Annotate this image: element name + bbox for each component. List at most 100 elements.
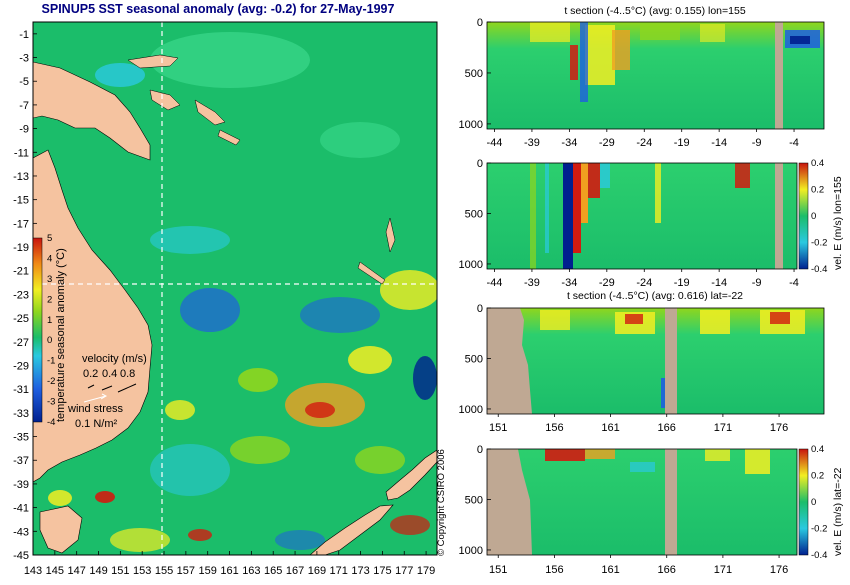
- panel4-colorbar-label: vel. E (m/s) lat=-22: [832, 467, 844, 556]
- colorbar-tick-label: 0: [47, 335, 52, 346]
- panel-colorbar-tick-label: 0.4: [811, 444, 824, 455]
- panel-x-tick-label: 156: [545, 422, 563, 434]
- anomaly-patch: [150, 32, 310, 88]
- anomaly-patch: [180, 288, 240, 332]
- anomaly-patch: [95, 491, 115, 503]
- map-lon-tick-label: 167: [286, 565, 304, 577]
- anomaly-patch: [355, 446, 405, 474]
- panel3-land: [665, 308, 677, 414]
- field-feature: [530, 22, 570, 42]
- colorbar-tick-label: 1: [47, 315, 52, 326]
- panel2-colorbar: [798, 162, 809, 270]
- velocity-legend-value-2: 0.4: [102, 368, 117, 380]
- field-feature: [585, 25, 615, 85]
- anomaly-patch: [238, 368, 278, 392]
- wind-legend-value: 0.1 N/m²: [75, 418, 118, 430]
- map-lon-tick-label: 173: [351, 565, 369, 577]
- land-island: [385, 217, 396, 253]
- panel4-x-ticks: 151 156 161 166 171 176: [489, 555, 788, 576]
- panel-x-tick-label: -19: [674, 137, 690, 149]
- panel-x-tick-label: 161: [601, 422, 619, 434]
- field-feature: [570, 45, 578, 80]
- map-lat-tick-label: -3: [19, 53, 29, 65]
- anomaly-patch: [275, 530, 325, 550]
- map-lon-tick-label: 171: [330, 565, 348, 577]
- anomaly-patch: [165, 400, 195, 420]
- panel-x-tick-label: -29: [599, 137, 615, 149]
- panel-x-tick-label: -14: [711, 137, 727, 149]
- field-feature: [640, 24, 680, 40]
- anomaly-patch: [150, 444, 230, 496]
- field-feature: [630, 462, 655, 472]
- map-lat-ticks: -1 -3 -5 -7 -9 -11 -13 -15 -17 -19 -21 -23 -25 -27 -29…: [13, 29, 37, 562]
- land-island: [194, 99, 226, 126]
- map-lon-tick-label: 143: [24, 565, 42, 577]
- panel-x-tick-label: -9: [752, 137, 762, 149]
- panel-y-tick-label: 1000: [459, 259, 483, 271]
- map-lon-ticks: 143 145 147 149 151 153 155 157 159 161 163 165 167 1…: [24, 551, 435, 577]
- anomaly-patch: [380, 270, 437, 310]
- land-tasmania: [39, 505, 83, 554]
- panel-y-tick-label: 500: [465, 353, 483, 365]
- field-feature: [545, 449, 585, 461]
- map-lon-tick-label: 177: [395, 565, 413, 577]
- map-lon-tick-label: 153: [133, 565, 151, 577]
- anomaly-patch: [413, 356, 437, 400]
- field-feature: [545, 163, 549, 253]
- panel4-colorbar-ticks: 0.4 0.2 0 -0.2 -0.4: [811, 444, 827, 561]
- map-lon-tick-label: 149: [89, 565, 107, 577]
- map-lat-tick-label: -43: [13, 526, 29, 538]
- field-feature: [580, 22, 588, 102]
- colorbar-ticks: 5 4 3 2 1 0 -1 -2 -3 -4: [47, 233, 55, 428]
- map-lon-tick-label: 161: [220, 565, 238, 577]
- panel-y-tick-label: 500: [465, 68, 483, 80]
- panel-colorbar-tick-label: 0.2: [811, 471, 824, 482]
- panel1-y-ticks: 0 500 1000: [459, 17, 491, 131]
- map-lat-tick-label: -17: [13, 218, 29, 230]
- land-island: [127, 54, 179, 69]
- panel-y-tick-label: 1000: [459, 545, 483, 557]
- map-lon-tick-label: 145: [46, 565, 64, 577]
- velocity-legend-label: velocity (m/s): [82, 353, 147, 365]
- anomaly-patch: [300, 297, 380, 333]
- panel1-x-ticks: -44 -39 -34 -29 -24 -19 -14 -9 -4: [487, 129, 799, 149]
- panel-x-tick-label: -39: [524, 137, 540, 149]
- panel-x-tick-label: -39: [524, 277, 540, 289]
- panel-x-tick-label: 176: [770, 564, 788, 576]
- panel1-land: [775, 22, 783, 129]
- map-lon-tick-label: 179: [417, 565, 435, 577]
- panel-x-tick-label: -14: [711, 277, 727, 289]
- map-lat-tick-label: -5: [19, 76, 29, 88]
- velocity-legend-value-1: 0.2: [83, 368, 98, 380]
- panel-colorbar-tick-label: -0.4: [811, 550, 827, 561]
- panel2-colorbar-label: vel. E (m/s) lon=155: [832, 176, 844, 270]
- panel-t-section-lon: t section (-4..5°C) (avg: 0.155) lon=155…: [459, 5, 825, 149]
- colorbar-tick-label: 4: [47, 253, 52, 264]
- panel-y-tick-label: 500: [465, 494, 483, 506]
- wind-arrow: [83, 393, 108, 403]
- panel-colorbar-tick-label: 0: [811, 497, 816, 508]
- panel-y-tick-label: 0: [477, 17, 483, 29]
- anomaly-patch: [48, 490, 72, 506]
- panel-x-tick-label: 176: [770, 422, 788, 434]
- map-lat-tick-label: -11: [14, 147, 29, 159]
- panel2-frame: [486, 162, 798, 270]
- panel-x-tick-label: 166: [658, 564, 676, 576]
- map-lon-tick-label: 147: [67, 565, 85, 577]
- field-feature: [661, 378, 665, 408]
- panel-colorbar-tick-label: -0.2: [811, 524, 827, 535]
- anomaly-patch: [230, 436, 290, 464]
- field-feature: [625, 314, 643, 324]
- panel-colorbar-tick-label: -0.4: [811, 264, 827, 275]
- map-lon-tick-label: 159: [199, 565, 217, 577]
- panel-x-tick-label: -44: [487, 277, 503, 289]
- velocity-legend-value-3: 0.8: [120, 368, 135, 380]
- anomaly-patch: [390, 515, 430, 535]
- panel3-title: t section (-4..5°C) (avg: 0.616) lat=-22: [567, 290, 743, 302]
- panel-x-tick-label: -19: [674, 277, 690, 289]
- colorbar-tick-label: 5: [47, 233, 52, 244]
- panel-y-tick-label: 0: [477, 303, 483, 315]
- anomaly-patch: [320, 122, 400, 158]
